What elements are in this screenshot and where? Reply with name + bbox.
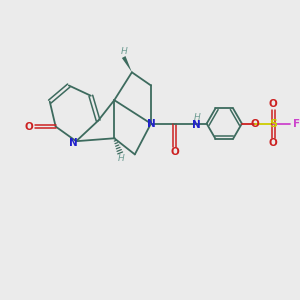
Text: O: O	[269, 99, 278, 109]
Text: H: H	[118, 154, 125, 163]
Text: O: O	[251, 118, 260, 129]
Polygon shape	[122, 56, 132, 72]
Text: H: H	[120, 47, 127, 56]
Text: O: O	[25, 122, 34, 131]
Text: O: O	[170, 147, 179, 157]
Text: N: N	[192, 120, 201, 130]
Text: O: O	[269, 138, 278, 148]
Text: H: H	[194, 113, 200, 122]
Text: S: S	[269, 118, 277, 129]
Text: N: N	[147, 118, 155, 129]
Text: F: F	[292, 118, 300, 129]
Text: N: N	[69, 138, 78, 148]
